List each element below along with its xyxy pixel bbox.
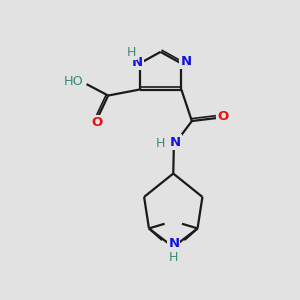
Text: O: O (218, 110, 229, 123)
Text: H: H (156, 137, 165, 150)
Text: N: N (132, 56, 143, 69)
Text: O: O (92, 116, 103, 129)
Text: N: N (168, 237, 179, 250)
Text: N: N (169, 136, 181, 148)
Text: N: N (180, 55, 191, 68)
Text: H: H (169, 251, 178, 264)
Text: H: H (127, 46, 136, 59)
Text: HO: HO (64, 75, 83, 88)
